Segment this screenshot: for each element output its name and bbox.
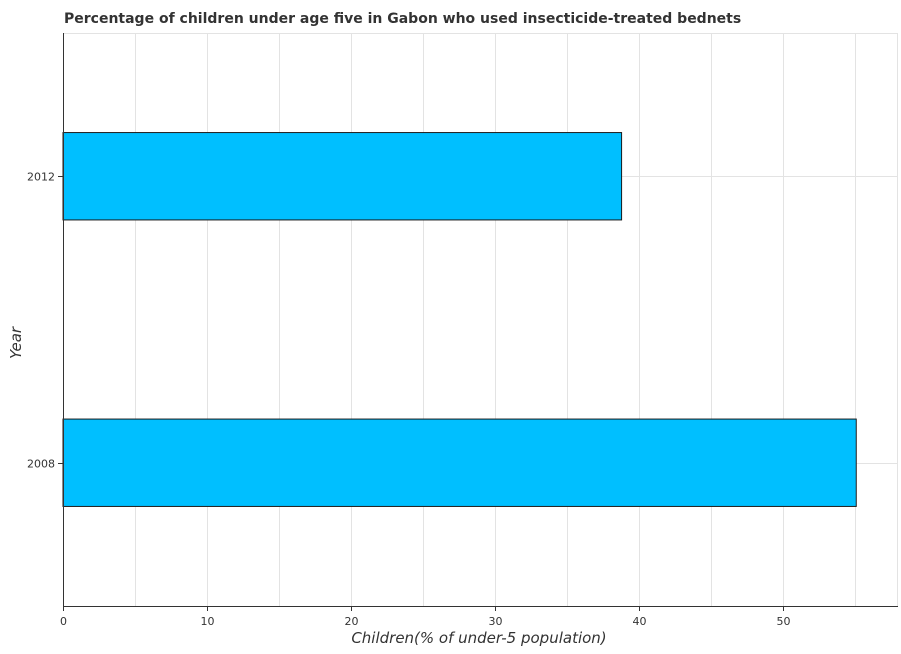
x-tick-label: 10 [201,615,215,628]
x-tick-label: 40 [633,615,647,628]
chart-title: Percentage of children under age five in… [64,11,741,27]
bars [62,132,857,507]
x-tick-label: 20 [345,615,359,628]
y-axis-label: Year [7,326,25,359]
x-tick-label: 30 [489,615,503,628]
y-tick-label: 2008 [27,458,55,471]
axes: 0 10 20 30 40 50 2008 2012 [27,33,898,628]
grid-lines [63,33,898,606]
x-axis-label: Children(% of under-5 population) [351,629,606,647]
x-tick-label: 50 [777,615,791,628]
y-tick-label: 2012 [27,171,55,184]
bar-2008 [62,418,857,507]
x-tick-label: 0 [60,615,67,628]
bar-2012 [62,132,623,221]
